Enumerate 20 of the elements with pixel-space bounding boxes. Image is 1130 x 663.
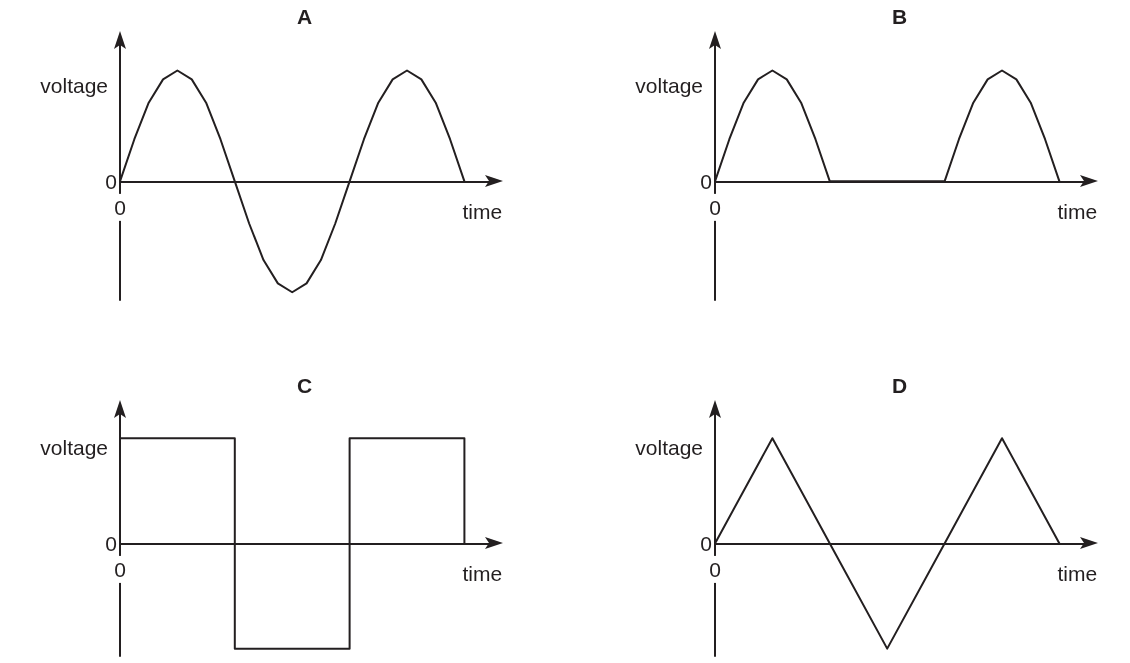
chart-title: C (296, 374, 313, 397)
chart-title: D (891, 374, 908, 397)
y-axis-title: voltage (40, 73, 108, 97)
chart-title: A (296, 5, 313, 28)
chart-title: B (891, 5, 908, 28)
text: 0 (700, 531, 712, 555)
x-axis-title: time (462, 561, 503, 585)
annotation: 0 (114, 195, 126, 219)
annotation: 0 (709, 557, 721, 581)
x-axis-title: time (1057, 561, 1098, 585)
x-axis-title: time (462, 199, 503, 223)
x-axis-title: time (1057, 199, 1098, 223)
y-axis-title: voltage (635, 435, 703, 459)
text: 0 (700, 169, 712, 193)
y-axis-title: voltage (40, 435, 108, 459)
text: 0 (105, 531, 117, 555)
text: 0 (105, 169, 117, 193)
annotation: 0 (114, 557, 126, 581)
y-axis-title: voltage (635, 73, 703, 97)
text: 0 (709, 195, 721, 219)
